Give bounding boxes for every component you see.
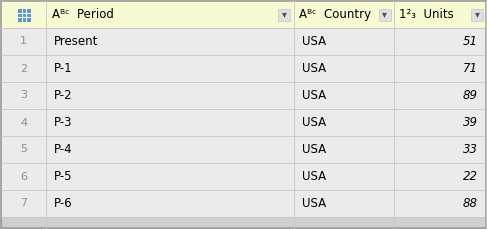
Text: 88: 88 — [463, 197, 478, 210]
Text: 2: 2 — [20, 63, 27, 74]
Text: 89: 89 — [463, 89, 478, 102]
Text: ▾: ▾ — [382, 9, 387, 19]
Text: 71: 71 — [463, 62, 478, 75]
Bar — [379, 8, 391, 21]
Text: 22: 22 — [463, 170, 478, 183]
Text: P-2: P-2 — [54, 89, 73, 102]
Text: P-4: P-4 — [54, 143, 73, 156]
Text: 3: 3 — [20, 90, 27, 101]
Bar — [1, 1, 486, 28]
Text: 33: 33 — [463, 143, 478, 156]
Bar — [1, 82, 486, 109]
Text: Aᴮᶜ  Country: Aᴮᶜ Country — [300, 8, 372, 21]
Text: ▾: ▾ — [282, 9, 287, 19]
Text: P-3: P-3 — [54, 116, 73, 129]
Text: USA: USA — [302, 89, 327, 102]
Bar — [1, 190, 486, 217]
Bar — [1, 55, 486, 82]
Bar — [1, 28, 486, 55]
Bar — [18, 8, 30, 21]
Text: P-1: P-1 — [54, 62, 73, 75]
Text: P-6: P-6 — [54, 197, 73, 210]
Text: 1: 1 — [20, 36, 27, 46]
Text: 5: 5 — [20, 144, 27, 155]
Bar — [1, 109, 486, 136]
Bar — [471, 8, 483, 21]
Text: ▾: ▾ — [474, 9, 479, 19]
Text: 7: 7 — [20, 199, 27, 208]
Text: Aᴮᶜ  Period: Aᴮᶜ Period — [52, 8, 114, 21]
Text: P-5: P-5 — [54, 170, 73, 183]
Text: 6: 6 — [20, 172, 27, 182]
Text: USA: USA — [302, 35, 327, 48]
Bar — [1, 136, 486, 163]
Text: 4: 4 — [20, 117, 27, 128]
Text: USA: USA — [302, 116, 327, 129]
Text: Present: Present — [54, 35, 98, 48]
Bar — [1, 163, 486, 190]
Text: USA: USA — [302, 197, 327, 210]
Bar — [279, 8, 290, 21]
Text: USA: USA — [302, 143, 327, 156]
Text: USA: USA — [302, 170, 327, 183]
Text: 51: 51 — [463, 35, 478, 48]
Text: USA: USA — [302, 62, 327, 75]
Text: 1²₃  Units: 1²₃ Units — [399, 8, 453, 21]
Text: 39: 39 — [463, 116, 478, 129]
